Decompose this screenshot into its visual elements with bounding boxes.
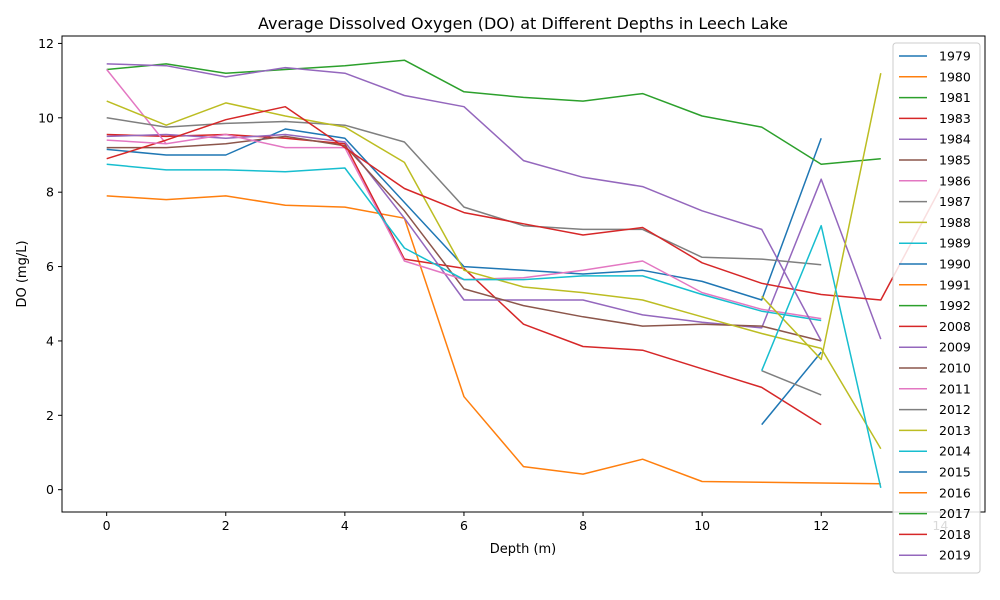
- legend-label-2014: 2014: [939, 444, 971, 459]
- x-tick-label: 0: [103, 518, 111, 533]
- series-line-2012: [761, 370, 822, 396]
- series-line-2011: [106, 139, 167, 145]
- legend-label-1984: 1984: [939, 132, 971, 147]
- legend-label-1991: 1991: [939, 277, 971, 292]
- y-tick-label: 4: [46, 333, 54, 348]
- series-line-1987: [106, 117, 822, 266]
- legend-label-1981: 1981: [939, 90, 971, 105]
- series-line-1981: [106, 59, 881, 166]
- legend-label-1983: 1983: [939, 111, 971, 126]
- legend-label-2018: 2018: [939, 527, 971, 542]
- x-tick-label: 6: [460, 518, 468, 533]
- legend-label-2010: 2010: [939, 361, 971, 376]
- legend-label-1986: 1986: [939, 173, 971, 188]
- y-tick-label: 6: [46, 259, 54, 274]
- legend-label-2016: 2016: [939, 485, 971, 500]
- legend-label-2009: 2009: [939, 340, 971, 355]
- y-tick-label: 2: [46, 408, 54, 423]
- legend-label-2017: 2017: [939, 506, 971, 521]
- x-tick-label: 12: [813, 518, 829, 533]
- x-tick-label: 2: [222, 518, 230, 533]
- series-line-2009: [106, 63, 822, 342]
- legend-label-1989: 1989: [939, 236, 971, 251]
- y-tick-label: 10: [38, 110, 54, 125]
- x-tick-label: 8: [579, 518, 587, 533]
- legend-label-1979: 1979: [939, 49, 971, 64]
- y-axis-label: DO (mg/L): [15, 240, 30, 307]
- series-layer: [106, 59, 941, 488]
- legend-entries: 1979 1980 1981 1983 1984 1985 1986 1987 1988 1989…: [899, 49, 971, 563]
- legend-label-1988: 1988: [939, 215, 971, 230]
- x-axis: 02468101214: [103, 512, 948, 533]
- y-tick-label: 0: [46, 482, 54, 497]
- legend-label-2015: 2015: [939, 465, 971, 480]
- series-line-2008: [106, 105, 941, 301]
- axes-frame: [61, 35, 986, 513]
- legend-label-2011: 2011: [939, 381, 971, 396]
- legend-label-2013: 2013: [939, 423, 971, 438]
- legend-label-1985: 1985: [939, 153, 971, 168]
- chart-title: Average Dissolved Oxygen (DO) at Differe…: [258, 14, 788, 33]
- series-line-1985: [106, 135, 822, 342]
- y-tick-label: 12: [38, 36, 54, 51]
- legend: 1979 1980 1981 1983 1984 1985 1986 1987 1988 1989…: [892, 42, 981, 574]
- series-line-2014: [761, 224, 882, 488]
- series-line-1990: [761, 351, 822, 426]
- legend-label-2019: 2019: [939, 548, 971, 563]
- series-line-1988: [106, 100, 882, 450]
- series-line-1989: [106, 163, 822, 322]
- series-line-1980: [106, 195, 881, 485]
- y-tick-label: 8: [46, 185, 54, 200]
- legend-box: [892, 42, 981, 574]
- y-axis: 0 2 4 6 8 10 12: [38, 36, 62, 497]
- x-tick-label: 4: [341, 518, 349, 533]
- legend-label-1987: 1987: [939, 194, 971, 209]
- series-line-1979: [106, 128, 822, 301]
- x-tick-label: 10: [694, 518, 710, 533]
- x-axis-label: Depth (m): [490, 542, 557, 557]
- legend-label-2008: 2008: [939, 319, 971, 334]
- legend-label-2012: 2012: [939, 402, 971, 417]
- series-line-1984: [106, 133, 882, 340]
- series-line-2013: [761, 73, 882, 361]
- legend-label-1990: 1990: [939, 257, 971, 272]
- legend-label-1980: 1980: [939, 69, 971, 84]
- legend-label-1992: 1992: [939, 298, 971, 313]
